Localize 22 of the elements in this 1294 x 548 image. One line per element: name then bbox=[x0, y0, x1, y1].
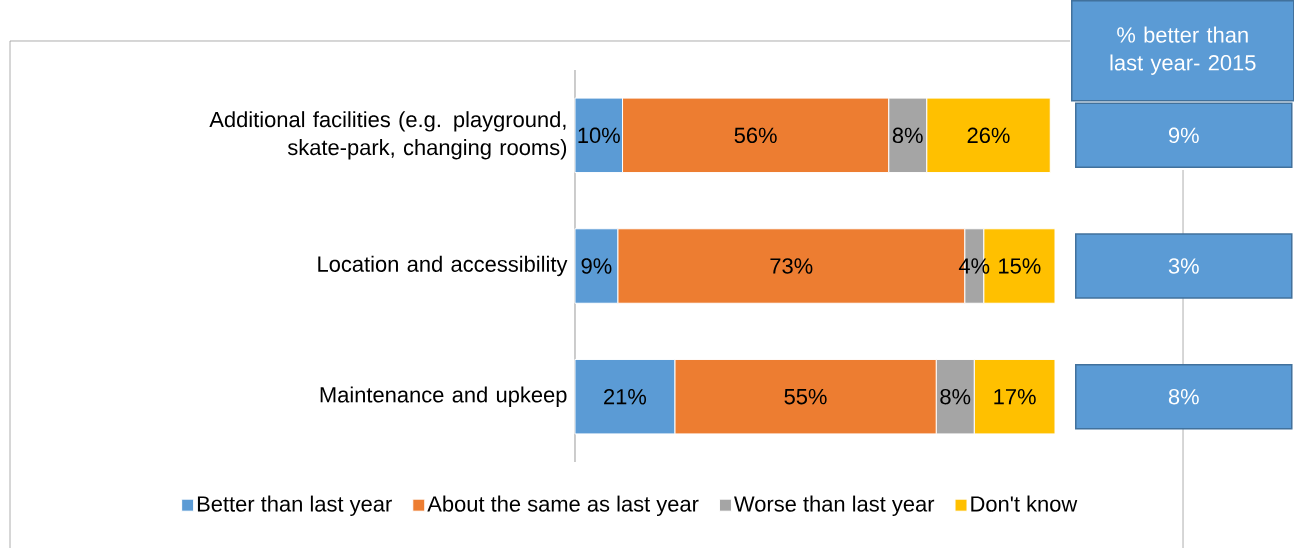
text: % better than last year- 2015 bbox=[1110, 26, 1256, 75]
legend-label: Don't know bbox=[971, 495, 1078, 512]
data-label: 8% bbox=[940, 388, 971, 405]
data-label: 56% bbox=[734, 127, 777, 144]
data-label: 21% bbox=[604, 388, 647, 405]
text: 3% bbox=[1168, 258, 1199, 274]
y-tick-label: Location and accessibility bbox=[318, 255, 568, 277]
data-label: 26% bbox=[967, 127, 1010, 144]
text: 9% bbox=[1168, 127, 1199, 144]
data-label: 15% bbox=[999, 258, 1041, 274]
text: 8% bbox=[1168, 388, 1199, 405]
legend-label: About the same as last year bbox=[427, 495, 699, 517]
data-label: 55% bbox=[784, 388, 827, 405]
legend-label: Better than last year bbox=[197, 495, 392, 517]
data-label: 73% bbox=[770, 258, 813, 274]
data-label: 8% bbox=[892, 127, 923, 144]
data-label: 10% bbox=[578, 127, 620, 144]
y-tick-label: Maintenance and upkeep bbox=[320, 386, 567, 407]
y-tick-label: Additional facilities (e.g. playground, skate-park, changing rooms) bbox=[209, 111, 567, 160]
legend-label: Worse than last year bbox=[734, 495, 935, 517]
data-label: 9% bbox=[581, 258, 612, 274]
data-label: 17% bbox=[994, 389, 1036, 405]
